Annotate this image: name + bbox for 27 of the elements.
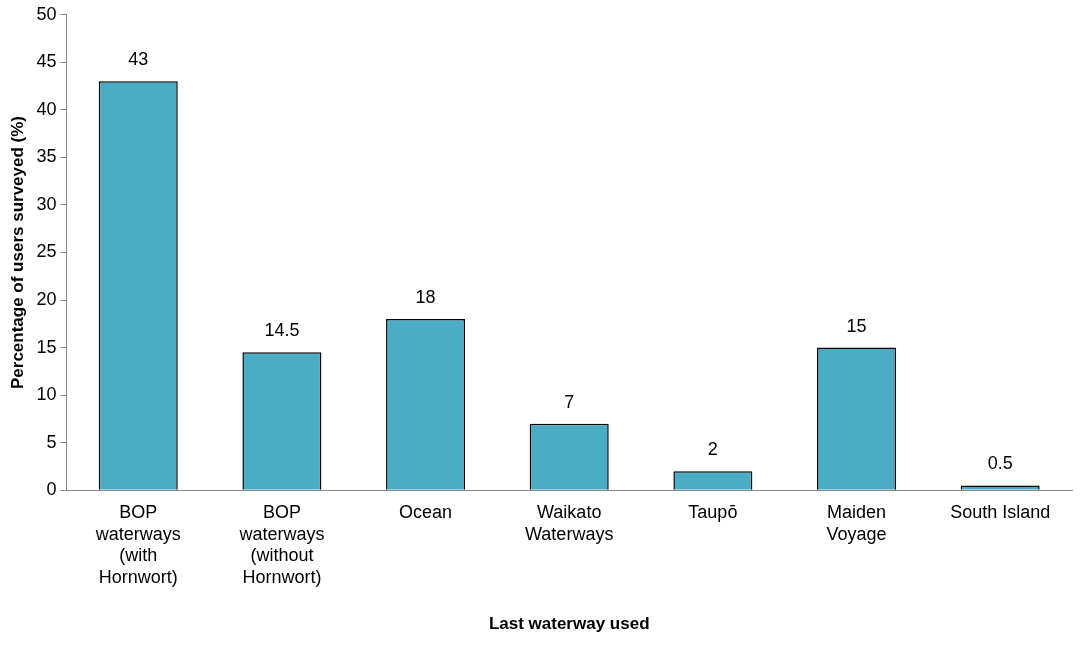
data-label: 0.5 — [987, 453, 1013, 474]
data-label: 7 — [564, 391, 575, 412]
y-tick-label: 30 — [36, 193, 57, 214]
data-label: 15 — [846, 315, 867, 336]
y-axis-title: Percentage of users surveyed (%) — [7, 115, 27, 390]
x-tick-label: BOP waterways (without Hornwort) — [238, 501, 325, 587]
y-tick-label: 20 — [36, 289, 57, 310]
data-label: 14.5 — [264, 320, 300, 341]
x-tick-label: Taupō — [688, 501, 738, 522]
y-tick-label: 10 — [36, 384, 57, 405]
x-tick-label: Waikato Waterways — [525, 501, 614, 544]
y-tick-label: 45 — [36, 51, 57, 72]
data-label: 43 — [128, 49, 149, 70]
x-axis-title: Last waterway used — [488, 614, 650, 634]
y-tick-label: 50 — [36, 3, 57, 24]
y-tick-label: 15 — [36, 336, 57, 357]
data-label: 18 — [415, 287, 436, 308]
y-tick-label: 0 — [46, 479, 57, 500]
x-tick-label: BOP waterways (with Hornwort) — [94, 501, 181, 587]
x-tick-label: South Island — [950, 501, 1051, 522]
x-tick-label: Ocean — [399, 501, 453, 522]
data-label: 2 — [707, 439, 718, 460]
y-tick-label: 25 — [36, 241, 57, 262]
y-tick-label: 5 — [46, 431, 57, 452]
x-tick-label: Maiden Voyage — [826, 501, 887, 544]
y-tick-label: 35 — [36, 146, 57, 167]
y-tick-label: 40 — [36, 98, 57, 119]
